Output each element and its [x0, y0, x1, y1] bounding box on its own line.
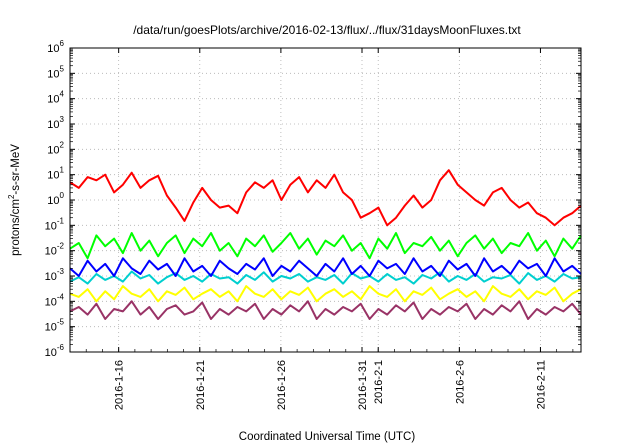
y-tick-label: 101	[47, 166, 64, 182]
y-axis: 10-6 10-5 10-4 10-3 10-2 10-1 100 101 102 103 104 1…	[45, 39, 581, 359]
series-line	[69, 257, 582, 277]
y-tick-label: 104	[47, 90, 64, 106]
y-tick-label: 100	[47, 191, 64, 207]
series-line	[69, 232, 582, 260]
series-line	[69, 270, 582, 285]
x-tick-label: 2016-1-21	[195, 360, 207, 410]
y-tick-label: 105	[47, 64, 64, 80]
y-axis-label-superscript: 2	[7, 194, 16, 199]
series-line	[69, 300, 582, 320]
y-tick-label: 10-5	[45, 318, 65, 334]
x-tick-label: 2016-1-16	[114, 360, 126, 410]
y-tick-label: 10-6	[45, 343, 65, 359]
x-tick-label: 2016-2-1	[373, 360, 385, 404]
chart-title: /data/run/goesPlots/archive/2016-02-13/f…	[133, 23, 521, 37]
series-line	[69, 285, 582, 303]
y-axis-label-part-1: protons/cm	[10, 199, 22, 256]
x-tick-label: 2016-2-6	[454, 360, 466, 404]
x-tick-label: 2016-1-31	[357, 360, 369, 410]
y-tick-label: 10-1	[45, 216, 65, 232]
series-line	[69, 169, 582, 227]
y-tick-label: 106	[47, 39, 64, 55]
y-tick-label: 10-4	[45, 292, 65, 308]
y-axis-label-part-2: -s-sr-MeV	[10, 144, 22, 195]
x-axis: 2016-1-16 2016-1-21 2016-1-26 2016-1-31 2016…	[69, 48, 574, 410]
y-tick-label: 10-2	[45, 242, 65, 258]
x-tick-label: 2016-2-11	[535, 360, 547, 409]
y-tick-label: 103	[47, 115, 64, 131]
x-tick-label: 2016-1-26	[276, 360, 288, 410]
y-tick-label: 102	[47, 140, 64, 156]
series-layer	[69, 169, 582, 320]
y-tick-label: 10-3	[45, 267, 65, 283]
y-axis-label: protons/cm2-s-sr-MeV	[7, 144, 22, 256]
x-axis-label: Coordinated Universal Time (UTC)	[239, 431, 416, 443]
